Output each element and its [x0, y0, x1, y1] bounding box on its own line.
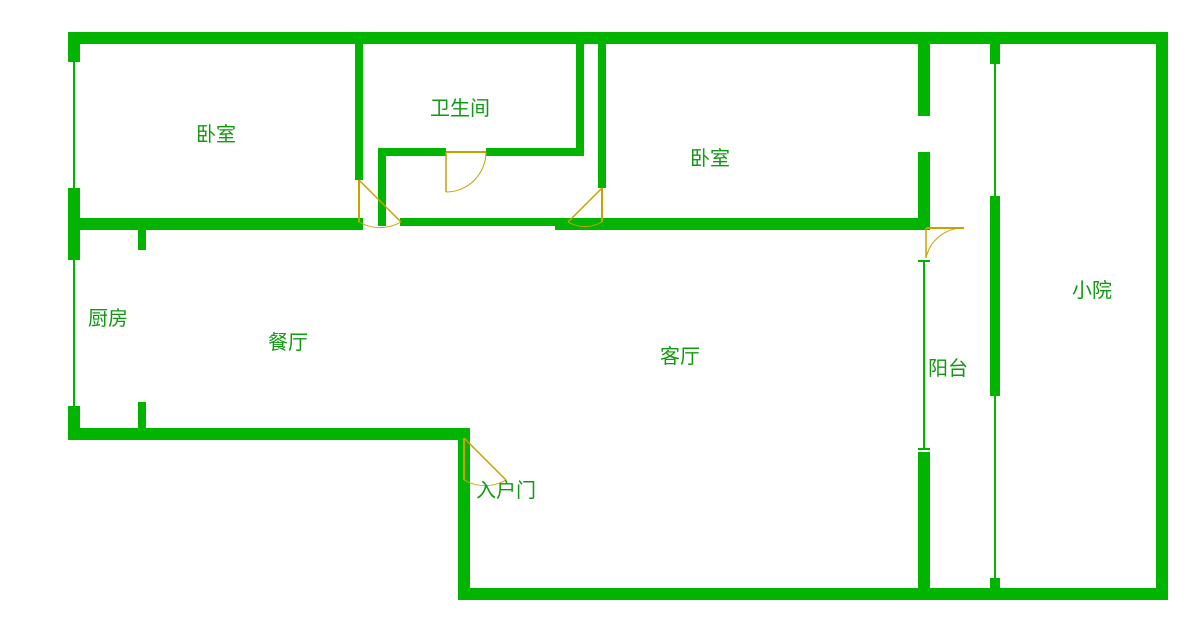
floor-plan: 卧室 卫生间卧室厨房餐厅 客厅 阳台 小院入户门: [0, 0, 1203, 633]
label-bath: 卫生间: [430, 92, 490, 121]
door-layer: [0, 0, 1203, 633]
label-bed2: 卧室: [690, 142, 730, 171]
door-bed2: [568, 188, 602, 227]
label-living: 客厅: [660, 340, 700, 369]
door-bath: [446, 152, 486, 192]
door-balcony: [926, 228, 964, 258]
label-bed1: 卧室: [196, 118, 236, 147]
label-dining: 餐厅: [268, 326, 308, 355]
label-entry: 入户门: [476, 474, 536, 503]
label-yard: 小院: [1072, 274, 1112, 303]
label-balcony: 阳台: [928, 352, 968, 381]
door-bed1: [359, 180, 401, 228]
label-kitchen: 厨房: [88, 302, 128, 331]
